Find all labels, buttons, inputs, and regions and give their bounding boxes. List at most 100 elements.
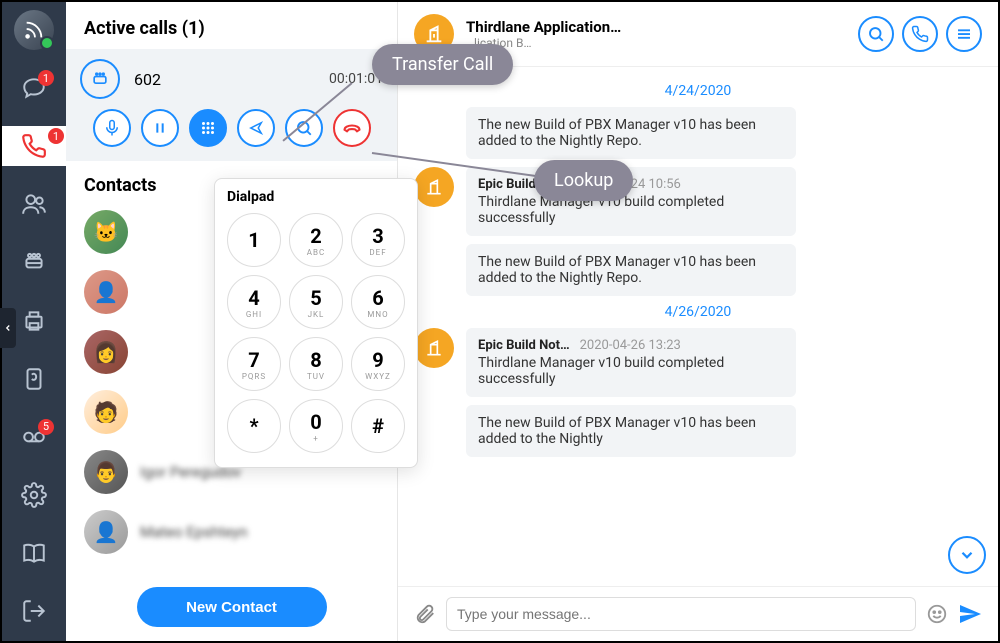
- dialpad-key-#[interactable]: #: [351, 399, 405, 453]
- contact-avatar: 👩: [84, 330, 128, 374]
- contacts-header: Contacts: [84, 175, 156, 196]
- rail-collapse-toggle[interactable]: [0, 308, 16, 348]
- dialpad-title: Dialpad: [227, 189, 405, 205]
- crane-icon: [423, 23, 445, 45]
- dialpad-key-1[interactable]: 1: [227, 213, 281, 267]
- nav-call-history[interactable]: [12, 359, 56, 399]
- dialpad-key-7[interactable]: 7PQRS: [227, 337, 281, 391]
- tooltip-transfer: Transfer Call: [372, 44, 513, 85]
- dialpad-key-5[interactable]: 5JKL: [289, 275, 343, 329]
- contacts-icon: [21, 191, 47, 217]
- dialpad-key-2[interactable]: 2ABC: [289, 213, 343, 267]
- chat-panel: Thirdlane Application… …lication B… 4/24…: [398, 2, 998, 641]
- keypad-icon: [199, 119, 217, 137]
- dialpad-key-0[interactable]: 0+: [289, 399, 343, 453]
- active-call-card: 602 00:01:01: [66, 49, 397, 161]
- dialpad-button[interactable]: [189, 109, 227, 147]
- nav-logout[interactable]: [12, 591, 56, 631]
- chat-subtitle: …lication B…: [466, 36, 846, 50]
- mute-button[interactable]: [93, 109, 131, 147]
- menu-icon: [955, 25, 973, 43]
- compose-bar: [398, 586, 998, 641]
- scroll-down-button[interactable]: [948, 536, 986, 574]
- badge: 5: [38, 419, 54, 435]
- logout-icon: [21, 598, 47, 624]
- crane-icon: [424, 177, 444, 197]
- contact-avatar: 🐱: [84, 210, 128, 254]
- nav-voicemail[interactable]: 5: [12, 417, 56, 457]
- nav-docs[interactable]: [12, 533, 56, 573]
- message-bubble: The new Build of PBX Manager v10 has bee…: [466, 405, 796, 457]
- transfer-button[interactable]: [237, 109, 275, 147]
- tooltip-lookup: Lookup: [534, 160, 633, 201]
- chat-call-button[interactable]: [902, 16, 938, 52]
- pause-icon: [152, 120, 168, 136]
- chat-messages: 4/24/2020 The new Build of PBX Manager v…: [398, 67, 998, 586]
- calls-panel: Active calls (1) 602 00:01:01 Contacts: [66, 2, 398, 641]
- dialpad-key-*[interactable]: *: [227, 399, 281, 453]
- date-separator: 4/24/2020: [414, 83, 982, 99]
- nav-contacts[interactable]: [12, 184, 56, 224]
- contact-avatar: 👨: [84, 450, 128, 494]
- contact-avatar: 🧑: [84, 390, 128, 434]
- send-icon: [958, 602, 982, 626]
- message-sender: Epic Build Not…: [478, 338, 570, 353]
- attach-button[interactable]: [414, 603, 436, 625]
- hold-button[interactable]: [141, 109, 179, 147]
- dialpad-popup: Dialpad 12ABC3DEF 4GHI5JKL6MNO 7PQRS8TUV9W…: [214, 178, 418, 468]
- nav-calls[interactable]: 1: [2, 126, 66, 166]
- badge: 1: [38, 70, 54, 86]
- message-bubble: The new Build of PBX Manager v10 has bee…: [466, 244, 796, 296]
- phone-icon: [21, 133, 47, 159]
- dialpad-key-8[interactable]: 8TUV: [289, 337, 343, 391]
- dialpad-key-4[interactable]: 4GHI: [227, 275, 281, 329]
- message-timestamp: 2020-04-26 13:23: [580, 338, 681, 353]
- date-separator: 4/26/2020: [414, 304, 982, 320]
- nav-settings[interactable]: [12, 475, 56, 515]
- send-button[interactable]: [958, 602, 982, 626]
- badge: 1: [48, 128, 64, 144]
- dialpad-key-6[interactable]: 6MNO: [351, 275, 405, 329]
- chevron-down-icon: [958, 546, 976, 564]
- call-phone-icon: [80, 59, 120, 99]
- profile-avatar[interactable]: [12, 10, 56, 50]
- phone-icon: [911, 25, 929, 43]
- transfer-icon: [247, 119, 265, 137]
- message: Epic Build Not…2020-04-24 10:56 Thirdlan…: [414, 167, 982, 296]
- lookup-button[interactable]: [285, 109, 323, 147]
- emoji-button[interactable]: [926, 603, 948, 625]
- message-bubble: Epic Build Not… 2020-04-26 13:23 Thirdlan…: [466, 328, 796, 397]
- message-text: Thirdlane Manager v10 build completed su…: [478, 355, 784, 387]
- message-text: Thirdlane Manager v10 build completed su…: [478, 194, 784, 226]
- chat-menu-button[interactable]: [946, 16, 982, 52]
- mic-icon: [103, 119, 121, 137]
- contact-item[interactable]: 👤 Mateo Epshteyn: [66, 502, 397, 562]
- fax-icon: [21, 308, 47, 334]
- search-icon: [867, 25, 885, 43]
- gear-icon: [21, 482, 47, 508]
- paperclip-icon: [414, 603, 436, 625]
- nav-dialer[interactable]: [12, 242, 56, 282]
- message-bubble: The new Build of PBX Manager v10 has bee…: [466, 107, 796, 159]
- active-calls-header: Active calls (1): [66, 2, 397, 49]
- contact-name: Mateo Epshteyn: [140, 523, 248, 541]
- dialer-icon: [21, 249, 47, 275]
- call-history-icon: [21, 366, 47, 392]
- message: Epic Build Not… 2020-04-26 13:23 Thirdlan…: [414, 328, 982, 457]
- contact-avatar: 👤: [84, 510, 128, 554]
- dialpad-key-3[interactable]: 3DEF: [351, 213, 405, 267]
- message-avatar: [414, 167, 454, 207]
- navigation-rail: 1 1 5: [2, 2, 66, 641]
- nav-fax[interactable]: [12, 300, 56, 340]
- nav-chat[interactable]: 1: [12, 68, 56, 108]
- chat-title: Thirdlane Application…: [466, 18, 846, 36]
- message-input[interactable]: [446, 597, 916, 631]
- book-icon: [21, 540, 47, 566]
- chat-search-button[interactable]: [858, 16, 894, 52]
- avatar-icon: [14, 10, 54, 50]
- hangup-button[interactable]: [333, 109, 371, 147]
- new-contact-button[interactable]: New Contact: [137, 587, 327, 627]
- call-number: 602: [134, 70, 161, 89]
- contact-avatar: 👤: [84, 270, 128, 314]
- dialpad-key-9[interactable]: 9WXYZ: [351, 337, 405, 391]
